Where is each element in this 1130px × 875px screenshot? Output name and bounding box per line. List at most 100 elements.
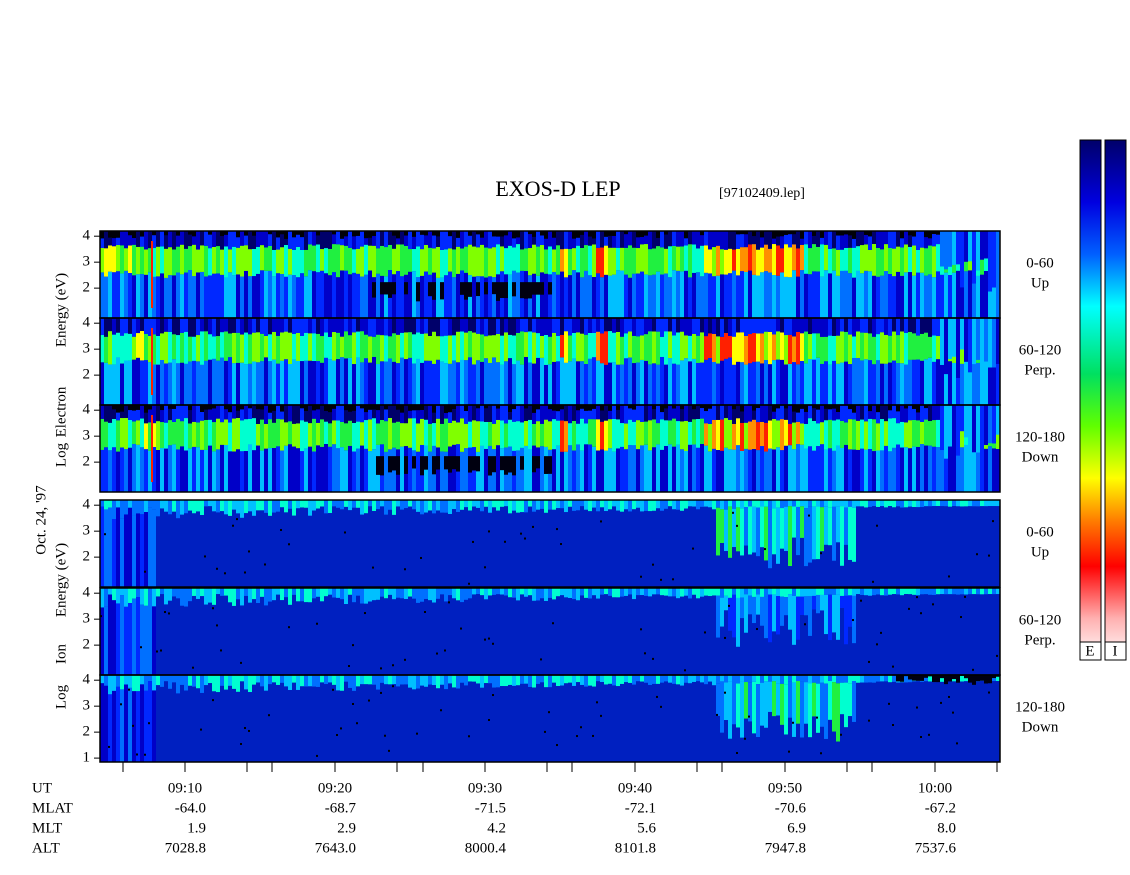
spectrum-cell: [580, 277, 584, 318]
spectrum-cell: [324, 318, 328, 333]
spectrum-cell: [892, 675, 896, 682]
spectrum-cell: [204, 500, 208, 507]
spectrum-cell: [524, 537, 526, 540]
spectrum-cell: [908, 588, 912, 595]
spectrum-cell: [648, 231, 652, 250]
spectrum-cell: [616, 405, 620, 420]
spectrum-cell: [848, 334, 852, 365]
spectrum-cell: [908, 231, 912, 247]
spectrum-cell: [840, 331, 844, 363]
spectrum-cell: [372, 356, 376, 405]
spectrum-cell: [912, 245, 916, 276]
spectrum-cell: [852, 318, 856, 337]
spectrum-cell: [260, 361, 264, 405]
spectrum-cell: [716, 419, 720, 451]
spectrum-cell: [688, 675, 692, 684]
spectrum-cell: [116, 231, 120, 238]
spectrum-cell: [940, 405, 944, 451]
spectrum-cell: [124, 231, 128, 249]
spectrum-cell: [172, 231, 176, 250]
spectrum-cell: [660, 356, 664, 405]
spectrum-cell: [688, 277, 692, 318]
spectrum-cell: [116, 507, 120, 587]
spectrum-cell: [792, 721, 794, 724]
spectrum-cell: [804, 682, 808, 724]
spectrum-cell: [640, 359, 644, 405]
spectrum-cell: [140, 231, 144, 247]
spectrum-cell: [904, 500, 908, 508]
axis-label: Log: [53, 442, 69, 467]
spectrum-cell: [332, 272, 336, 318]
spectrum-cell: [328, 405, 332, 413]
spectrum-cell: [948, 588, 952, 595]
spectrum-cell: [888, 405, 892, 411]
spectrum-cell: [200, 449, 204, 492]
spectrum-cell: [820, 552, 822, 555]
spectrum-cell: [124, 270, 128, 318]
spectrum-cell: [644, 421, 648, 445]
spectrum-cell: [796, 500, 800, 507]
spectrum-cell: [644, 588, 648, 596]
spectrum-cell: [324, 675, 328, 685]
spectrum-cell: [396, 675, 400, 687]
spectrum-cell: [888, 418, 892, 452]
spectrum-cell: [220, 444, 224, 492]
spectrum-cell: [376, 273, 380, 318]
panel-label: Perp.: [1024, 632, 1055, 648]
spectrum-cell: [860, 405, 864, 420]
spectrum-cell: [204, 231, 208, 246]
spectrum-cell: [748, 318, 752, 335]
spectrum-cell: [640, 335, 644, 360]
spectrum-cell: [692, 500, 696, 507]
spectrum-cell: [268, 231, 272, 246]
spectrum-cell: [660, 705, 662, 708]
spectrum-cell: [680, 246, 684, 272]
spectrum-cell: [864, 449, 868, 492]
spectrum-cell: [552, 405, 556, 411]
spectrum-cell: [288, 421, 292, 445]
spectrum-cell: [776, 231, 780, 237]
spectrum-cell: [160, 359, 164, 405]
spectrum-cell: [992, 231, 996, 288]
spectrum-cell: [144, 588, 148, 606]
spectrum-cell: [964, 500, 968, 507]
spectrum-cell: [172, 675, 176, 683]
spectrum-cell: [428, 423, 432, 452]
spectrum-cell: [384, 247, 388, 277]
spectrum-cell: [436, 456, 440, 470]
spectrum-cell: [932, 500, 936, 507]
spectrum-cell: [164, 675, 168, 682]
spectrum-cell: [188, 500, 192, 511]
spectrum-cell: [208, 231, 212, 235]
spectrum-cell: [724, 318, 728, 334]
spectrum-cell: [748, 244, 752, 271]
spectrum-cell: [144, 605, 148, 675]
spectrum-cell: [292, 231, 296, 250]
row-value: 8101.8: [615, 840, 656, 856]
spectrum-cell: [748, 595, 752, 615]
spectrum-cell: [676, 500, 680, 510]
spectrum-cell: [420, 249, 424, 276]
spectrum-cell: [320, 588, 324, 602]
spectrum-cell: [212, 246, 216, 274]
spectrum-cell: [912, 318, 916, 334]
spectrum-cell: [852, 507, 856, 562]
spectrum-cell: [740, 231, 744, 235]
spectrum-cell: [292, 231, 296, 238]
spectrum-cell: [244, 231, 248, 236]
spectrum-cell: [860, 231, 864, 246]
spectrum-cell: [480, 445, 484, 492]
spectrum-cell: [404, 359, 408, 405]
spectrum-cell: [568, 231, 572, 250]
spectrum-cell: [720, 318, 724, 337]
spectrum-cell: [112, 500, 116, 520]
spectrum-cell: [492, 357, 496, 405]
spectrum-cell: [284, 318, 288, 332]
spectrum-cell: [100, 449, 104, 492]
spectrum-cell: [180, 405, 184, 422]
spectrum-cell: [384, 276, 388, 318]
spectrum-cell: [988, 446, 992, 492]
spectrum-cell: [812, 675, 816, 683]
spectrum-cell: [556, 335, 560, 362]
